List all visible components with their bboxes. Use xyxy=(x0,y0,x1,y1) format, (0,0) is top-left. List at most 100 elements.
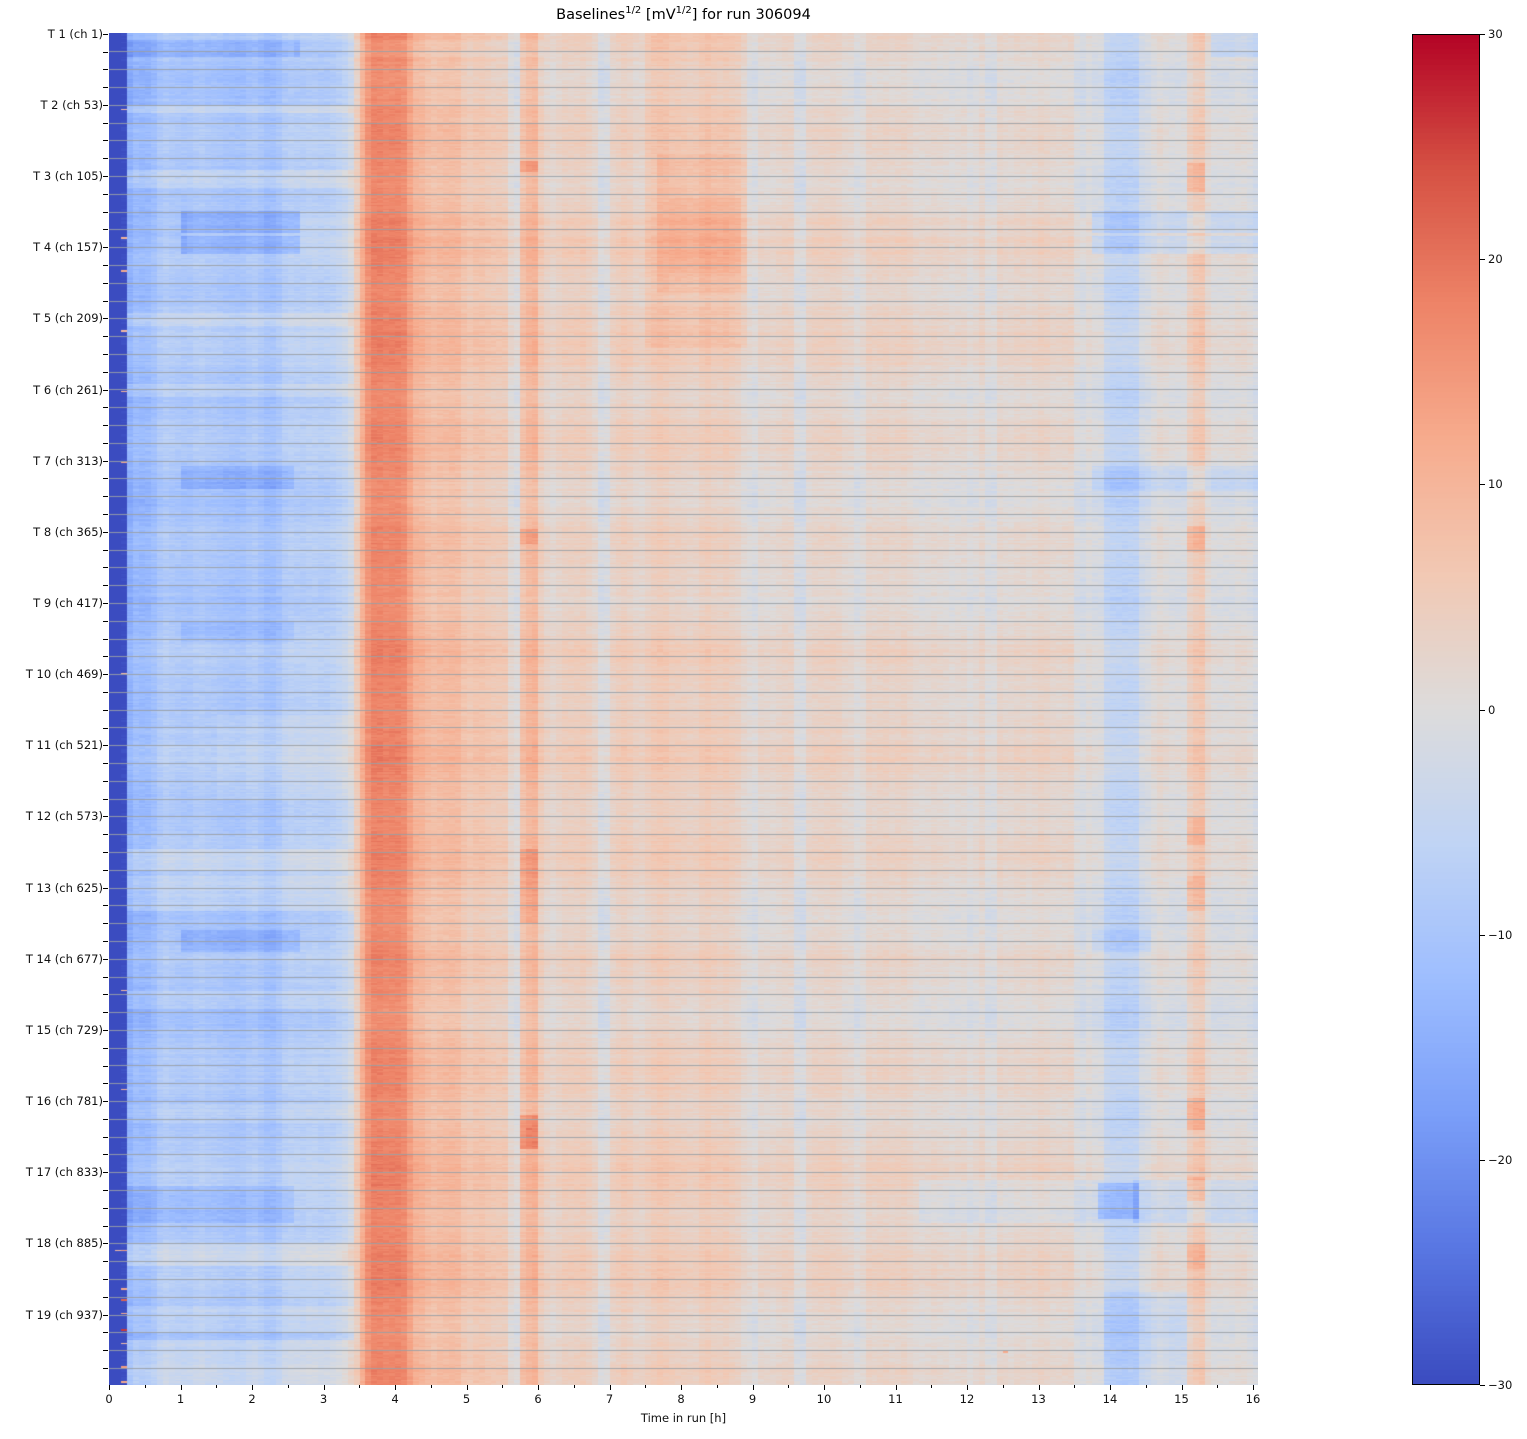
y-tick xyxy=(103,211,108,213)
y-tick-label: T 8 (ch 365) xyxy=(33,524,103,539)
y-tick xyxy=(103,1367,108,1369)
y-tick xyxy=(103,940,108,942)
y-tick-label: T 6 (ch 261) xyxy=(33,382,103,397)
title-text: Baselines xyxy=(556,6,626,23)
y-tick xyxy=(103,1136,108,1138)
y-tick-label: T 11 (ch 521) xyxy=(25,738,103,753)
x-minor-tick xyxy=(144,1385,146,1388)
y-tick xyxy=(103,674,108,676)
x-tick xyxy=(180,1385,182,1390)
x-minor-tick xyxy=(502,1385,504,1388)
y-tick xyxy=(103,318,108,320)
y-tick xyxy=(103,656,108,658)
y-tick xyxy=(103,176,108,177)
y-tick xyxy=(103,193,108,195)
y-tick xyxy=(103,389,108,391)
y-tick xyxy=(103,69,108,71)
colorbar xyxy=(1412,34,1480,1385)
y-tick xyxy=(103,816,108,818)
colorbar-tick xyxy=(1480,934,1485,936)
y-tick xyxy=(103,780,108,782)
x-minor-tick xyxy=(788,1385,790,1388)
y-tick xyxy=(103,620,108,622)
y-tick-label: T 16 (ch 781) xyxy=(25,1094,103,1109)
x-tick-label: 13 xyxy=(1031,1392,1046,1406)
y-tick xyxy=(103,798,108,800)
y-tick xyxy=(103,1029,108,1031)
y-tick xyxy=(103,122,108,124)
title-text: [mV xyxy=(641,6,676,23)
y-tick xyxy=(103,104,108,106)
y-tick xyxy=(103,1225,108,1227)
x-tick xyxy=(252,1385,253,1390)
y-tick xyxy=(103,549,108,551)
y-tick-label: T 3 (ch 105) xyxy=(33,169,103,183)
y-tick xyxy=(103,1101,108,1103)
colorbar-tick-label: 20 xyxy=(1488,252,1503,267)
y-tick xyxy=(103,1154,108,1156)
x-tick xyxy=(1110,1385,1111,1390)
x-minor-tick xyxy=(859,1385,861,1388)
x-minor-tick xyxy=(1074,1385,1076,1388)
y-tick xyxy=(103,460,108,462)
x-tick-label: 2 xyxy=(248,1392,256,1406)
x-tick xyxy=(395,1385,396,1390)
y-tick xyxy=(103,1296,108,1298)
y-tick xyxy=(103,1278,108,1280)
y-tick xyxy=(103,514,108,515)
y-tick-label: T 5 (ch 209) xyxy=(33,311,103,326)
y-tick xyxy=(103,531,108,533)
y-tick-label: T 12 (ch 573) xyxy=(25,809,103,824)
x-tick-label: 9 xyxy=(748,1392,757,1406)
x-minor-tick xyxy=(1002,1385,1004,1388)
x-tick xyxy=(752,1385,754,1390)
x-tick-label: 3 xyxy=(319,1392,328,1406)
y-tick-label: T 15 (ch 729) xyxy=(25,1022,103,1037)
title-superscript: 1/2 xyxy=(675,5,692,16)
y-tick xyxy=(103,229,108,231)
colorbar-tick xyxy=(1480,1159,1485,1161)
y-tick xyxy=(103,852,108,853)
y-tick-label: T 9 (ch 417) xyxy=(33,595,103,610)
chart-title: Baselines1/2 [mV1/2] for run 306094 xyxy=(109,5,1258,23)
y-tick xyxy=(103,496,108,498)
y-tick xyxy=(103,905,108,907)
colorbar-tick xyxy=(1480,709,1485,711)
y-tick xyxy=(103,1047,108,1049)
x-tick-label: 8 xyxy=(677,1392,685,1406)
x-tick-label: 7 xyxy=(605,1392,614,1406)
y-tick xyxy=(103,1172,108,1174)
x-tick-label: 15 xyxy=(1174,1392,1189,1406)
x-tick xyxy=(824,1385,825,1390)
y-tick xyxy=(103,300,108,302)
x-tick-label: 14 xyxy=(1102,1392,1118,1406)
x-tick xyxy=(323,1385,325,1390)
x-tick-label: 4 xyxy=(391,1392,399,1406)
y-tick-label: T 18 (ch 885) xyxy=(25,1236,103,1251)
y-tick xyxy=(103,585,108,587)
y-tick xyxy=(103,407,108,409)
colorbar-tick-label: −30 xyxy=(1488,1378,1513,1392)
colorbar-tick xyxy=(1480,259,1485,261)
x-tick xyxy=(466,1385,468,1390)
colorbar-tick-label: 0 xyxy=(1488,702,1496,717)
x-tick xyxy=(1253,1385,1254,1390)
x-tick xyxy=(1038,1385,1040,1390)
x-minor-tick xyxy=(430,1385,432,1388)
y-tick xyxy=(103,691,108,693)
x-tick xyxy=(895,1385,897,1390)
y-tick-label: T 19 (ch 937) xyxy=(25,1307,103,1322)
colorbar-tick xyxy=(1480,1385,1485,1386)
colorbar-tick xyxy=(1480,484,1485,486)
x-axis-label: Time in run [h] xyxy=(640,1411,727,1425)
y-tick xyxy=(103,709,108,711)
y-tick xyxy=(103,442,108,444)
y-tick xyxy=(103,140,108,142)
x-tick-label: 12 xyxy=(959,1392,975,1406)
y-tick xyxy=(103,1350,108,1352)
y-tick xyxy=(103,1190,108,1191)
y-tick xyxy=(103,1065,108,1067)
x-minor-tick xyxy=(1145,1385,1147,1388)
y-tick xyxy=(103,727,108,729)
y-tick xyxy=(103,1083,108,1085)
